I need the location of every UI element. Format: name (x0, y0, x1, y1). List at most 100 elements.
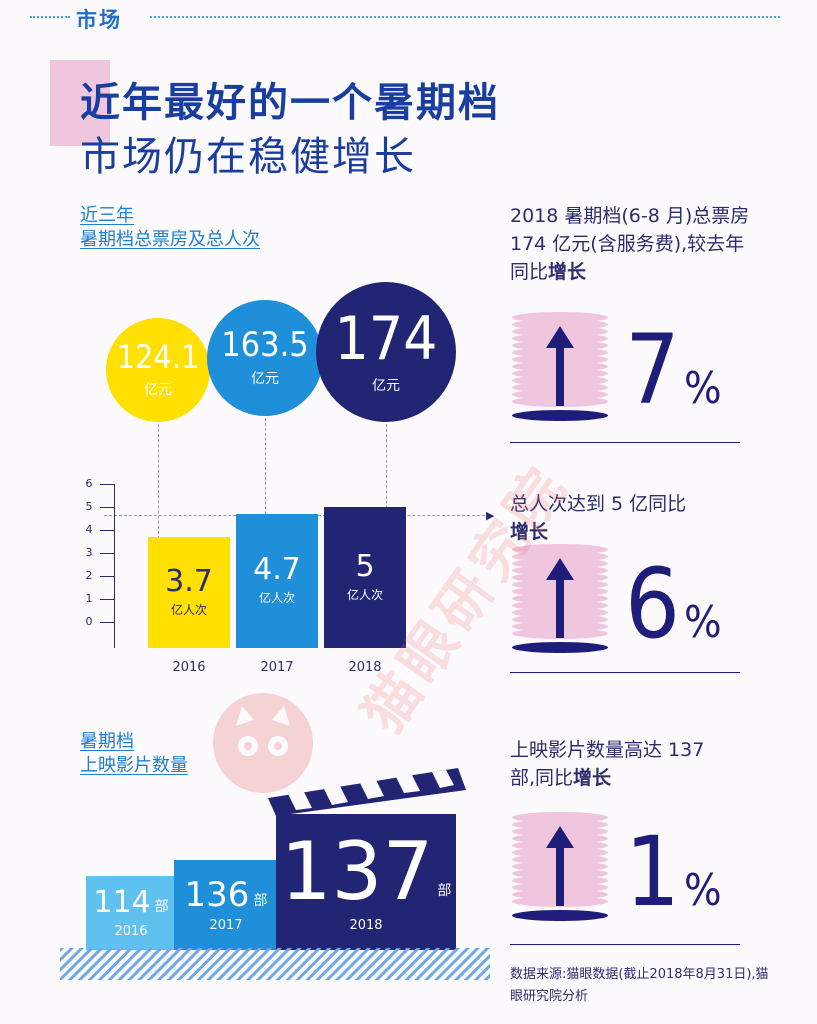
stack-disc (512, 319, 608, 330)
growth-stack-films (512, 812, 608, 922)
connector-2016 (158, 424, 159, 544)
attendance-bar-2016: 3.7 亿人次 (148, 536, 230, 648)
bubble-value-2017: 163.5 (221, 325, 309, 365)
attendance-x-label: 2016 (172, 660, 206, 675)
films-bar-unit: 部 (253, 892, 268, 909)
cat-logo-watermark-icon (213, 693, 313, 793)
films-growth-pct: 1% (625, 824, 722, 920)
attendance-bar-unit: 亿人次 (346, 588, 383, 602)
attendance-bar-value: 5 (355, 549, 375, 584)
films-bar-unit: 部 (154, 898, 169, 915)
stack-disc (512, 312, 608, 323)
bubble-value-2016: 124.1 (116, 338, 200, 376)
bubble-unit-2017: 亿元 (251, 371, 279, 387)
stack-disc (512, 819, 608, 830)
connector-2018 (386, 424, 387, 514)
y-tick-label: 4 (85, 523, 93, 536)
y-tick-mark (100, 576, 114, 577)
box-office-subtitle-1: 近三年 (80, 205, 134, 226)
attendance-growth-desc: 总人次达到 5 亿同比 (510, 493, 687, 515)
attendance-x-label: 2018 (348, 660, 382, 675)
stack-disc (512, 812, 608, 823)
films-subtitle-2: 上映影片数量 (80, 755, 188, 776)
films-pct-value: 1 (625, 816, 680, 928)
growth-stack-box-office (512, 312, 608, 422)
y-tick-mark (100, 507, 114, 508)
connector-2017 (265, 418, 266, 524)
attendance-bar-unit: 亿人次 (258, 591, 295, 606)
bubble-unit-2018: 亿元 (372, 378, 400, 394)
attendance-growth-text: 总人次达到 5 亿同比 增长 (510, 490, 740, 546)
films-bar-year: 2018 (349, 917, 383, 933)
divider-3 (510, 944, 740, 945)
films-bar-year: 2016 (114, 923, 148, 939)
y-tick-label: 5 (85, 500, 93, 513)
bubble-2016: 124.1 亿元 (106, 318, 210, 422)
up-arrow-icon (546, 826, 574, 906)
up-arrow-icon (546, 558, 574, 638)
box-office-growth-text: 2018 暑期档(6-8 月)总票房 174 亿元(含服务费),较去年同比增长 (510, 202, 750, 286)
attendance-growth-bold: 增长 (510, 521, 549, 543)
attendance-pct-sign: % (683, 597, 722, 648)
films-pct-sign: % (683, 865, 722, 916)
y-tick-mark (100, 530, 114, 531)
y-tick-mark (100, 599, 114, 600)
attendance-bar-2018: 5 亿人次 (324, 507, 406, 648)
stack-base-disc (512, 410, 608, 421)
divider-2 (510, 672, 740, 673)
y-tick-mark (100, 553, 114, 554)
films-bar-value: 136 (184, 874, 250, 915)
stack-base-disc (512, 910, 608, 921)
attendance-bar-2017: 4.7 亿人次 (236, 513, 318, 648)
growth-stack-attendance (512, 544, 608, 654)
films-bar-2017: 136 部 2017 (174, 860, 278, 950)
films-subtitle-1: 暑期档 (80, 731, 134, 752)
clapperboard-top-icon (268, 768, 466, 816)
stage-floor (60, 948, 490, 980)
stack-disc (512, 551, 608, 562)
box-office-growth-pct: 7% (625, 322, 722, 418)
films-growth-bold: 增长 (573, 767, 612, 789)
title-accent-block (50, 60, 110, 146)
attendance-x-label: 2017 (260, 660, 294, 675)
divider-1 (510, 442, 740, 443)
header-dots-left (30, 16, 70, 18)
y-tick-label: 2 (85, 569, 93, 582)
y-tick-label: 1 (85, 592, 93, 605)
attendance-bar-unit: 亿人次 (170, 602, 207, 617)
y-axis-line (114, 484, 115, 648)
header-dots-right (150, 16, 780, 18)
films-bar-2018: 137 部 2018 (276, 814, 456, 950)
bubble-2017: 163.5 亿元 (207, 300, 323, 416)
y-tick-label: 3 (85, 546, 93, 559)
bubble-unit-2016: 亿元 (144, 382, 172, 398)
films-growth-desc: 上映影片数量高达 137 部,同比 (510, 739, 705, 789)
films-bar-unit: 部 (437, 882, 452, 899)
y-tick-mark (100, 484, 114, 485)
page-title: 近年最好的一个暑期档 (80, 80, 500, 126)
attendance-bar-value: 4.7 (253, 552, 301, 588)
attendance-growth-pct: 6% (625, 556, 722, 652)
y-tick-label: 6 (85, 477, 93, 490)
footnote: 数据来源:猫眼数据(截止2018年8月31日),猫眼研究院分析 (510, 967, 769, 1004)
films-bar-year: 2017 (209, 917, 243, 933)
section-tag: 市场 (76, 8, 122, 32)
attendance-pct-value: 6 (625, 548, 680, 660)
up-arrow-icon (546, 326, 574, 406)
stack-disc (512, 544, 608, 555)
stack-base-disc (512, 642, 608, 653)
films-bar-value: 137 (280, 824, 434, 918)
bubble-2018: 174 亿元 (316, 282, 456, 422)
attendance-bar-value: 3.7 (165, 563, 213, 599)
films-growth-text: 上映影片数量高达 137 部,同比增长 (510, 736, 730, 792)
box-office-subtitle-2: 暑期档总票房及总人次 (80, 229, 260, 250)
y-tick-mark (100, 622, 114, 623)
films-bar-2016: 114 部 2016 (86, 876, 176, 950)
reference-arrow: ▶ (486, 509, 495, 522)
box-office-growth-bold: 增长 (548, 261, 587, 283)
films-bar-value: 114 (93, 884, 151, 920)
page-subtitle: 市场仍在稳健增长 (80, 134, 416, 180)
y-tick-label: 0 (85, 615, 93, 628)
box-office-pct-sign: % (683, 363, 722, 414)
box-office-pct-value: 7 (625, 314, 680, 426)
